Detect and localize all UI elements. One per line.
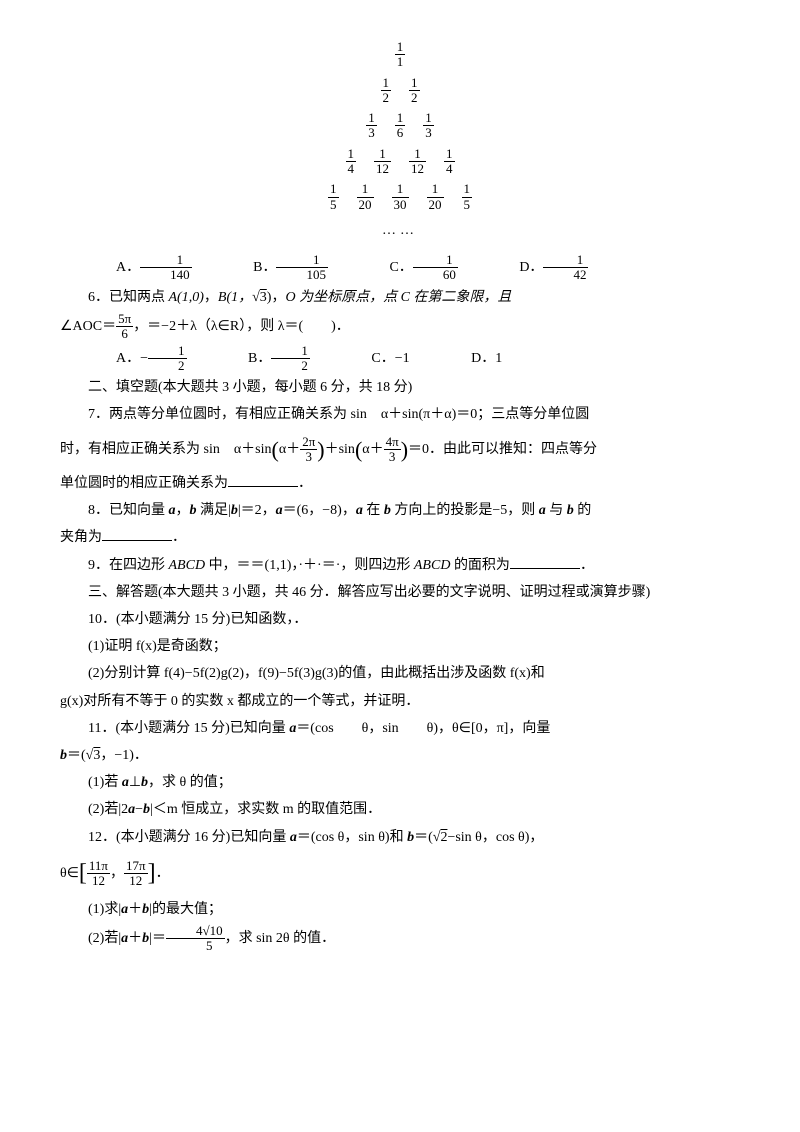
tri-row-3: 131613 <box>60 111 740 141</box>
q10-head: 10．(本小题满分 15 分)已知函数，． <box>60 607 740 632</box>
q6-line1: 6．已知两点 A(1,0)，B(1，√3)，O 为坐标原点，点 C 在第二象限，… <box>60 285 740 310</box>
q5-options: A．1140 B．1105 C．160 D．142 <box>60 253 740 283</box>
q11-head: 11．(本小题满分 15 分)已知向量 a＝(cos θ，sin θ)，θ∈[0… <box>60 716 740 741</box>
q11-line2: b＝(√3，−1)． <box>60 743 740 768</box>
q7-line3: 单位圆时的相应正确关系为． <box>60 471 740 496</box>
q7-line1: 7．两点等分单位圆时，有相应正确关系为 sin α＋sin(π＋α)＝0；三点等… <box>60 402 740 427</box>
q12-p1: (1)求|a＋b|的最大值； <box>60 897 740 922</box>
leibniz-triangle: 11 1212 131613 1411211214 1512013012015 … <box>60 40 740 243</box>
q9: 9．在四边形 ABCD 中，＝＝(1,1)，·＋·＝·，则四边形 ABCD 的面… <box>60 553 740 578</box>
tri-dots: …… <box>60 218 740 243</box>
q8-line1: 8．已知向量 a，b 满足|b|＝2，a＝(6，−8)，a 在 b 方向上的投影… <box>60 498 740 523</box>
section-2-heading: 二、填空题(本大题共 3 小题，每小题 6 分，共 18 分) <box>60 375 740 400</box>
q10-p1: (1)证明 f(x)是奇函数； <box>60 634 740 659</box>
tri-row-2: 1212 <box>60 76 740 106</box>
tri-row-4: 1411211214 <box>60 147 740 177</box>
q6-line2: ∠AOC＝5π6，＝−2＋λ（λ∈R），则 λ＝( )． <box>60 312 740 342</box>
q12-p2: (2)若|a＋b|＝4√105，求 sin 2θ 的值． <box>60 924 740 954</box>
tri-row-5: 1512013012015 <box>60 182 740 212</box>
section-3-heading: 三、解答题(本大题共 3 小题，共 46 分．解答应写出必要的文字说明、证明过程… <box>60 580 740 605</box>
q8-line2: 夹角为． <box>60 525 740 550</box>
q10-p2b: g(x)对所有不等于 0 的实数 x 都成立的一个等式，并证明． <box>60 689 740 714</box>
q11-p2: (2)若|2a−b|＜m 恒成立，求实数 m 的取值范围． <box>60 797 740 822</box>
tri-row-1: 11 <box>60 40 740 70</box>
q10-p2a: (2)分别计算 f(4)−5f(2)g(2)，f(9)−5f(3)g(3)的值，… <box>60 661 740 686</box>
q7-line2: 时，有相应正确关系为 sin α＋sin(α＋2π3)＋sin(α＋4π3)＝0… <box>60 430 740 470</box>
q11-p1: (1)若 a⊥b，求 θ 的值； <box>60 770 740 795</box>
q6-options: A．−12 B．12 C．−1 D．1 <box>60 344 740 374</box>
q12-line2: θ∈[11π12，17π12]． <box>60 852 740 895</box>
q12-head: 12．(本小题满分 16 分)已知向量 a＝(cos θ，sin θ)和 b＝(… <box>60 825 740 850</box>
